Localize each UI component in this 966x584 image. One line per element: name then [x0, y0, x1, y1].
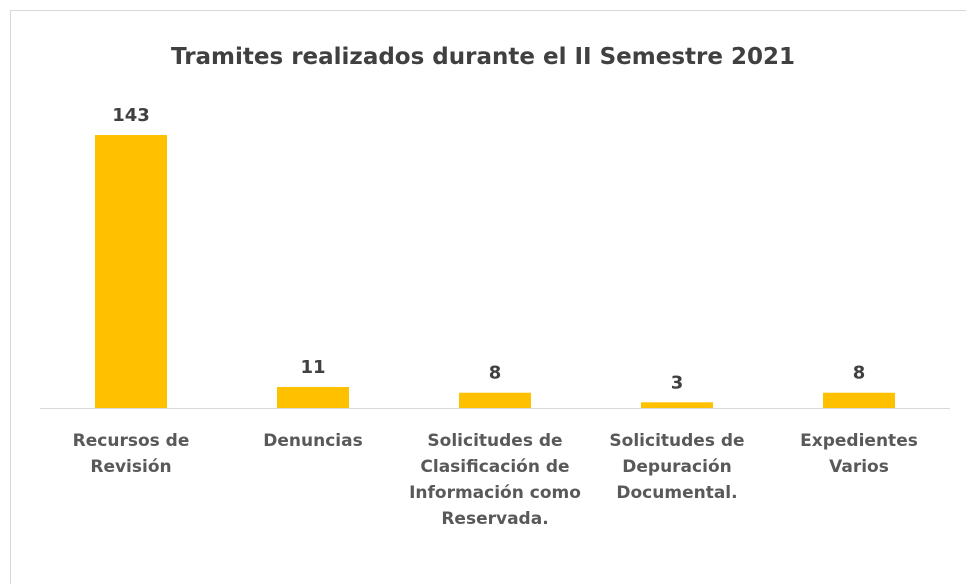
x-tick-label: Denuncias — [263, 431, 363, 451]
data-label: 3 — [671, 372, 684, 393]
bar — [95, 135, 167, 408]
data-label: 11 — [300, 357, 325, 378]
data-label: 8 — [853, 363, 866, 384]
data-label: 8 — [489, 363, 502, 384]
x-tick-label: Expedientes Varios — [800, 431, 918, 477]
data-label: 143 — [112, 105, 150, 126]
x-tick-label: Recursos de Revisión — [72, 431, 190, 477]
chart-frame — [10, 10, 966, 584]
bar — [641, 402, 713, 408]
bar — [459, 392, 531, 408]
bar — [277, 387, 349, 408]
x-tick-label: Solicitudes de Clasificación de Informac… — [409, 431, 581, 529]
x-tick-label: Solicitudes de Depuración Documental. — [609, 431, 745, 503]
chart-title: Tramites realizados durante el II Semest… — [171, 44, 795, 70]
bar — [823, 392, 895, 408]
